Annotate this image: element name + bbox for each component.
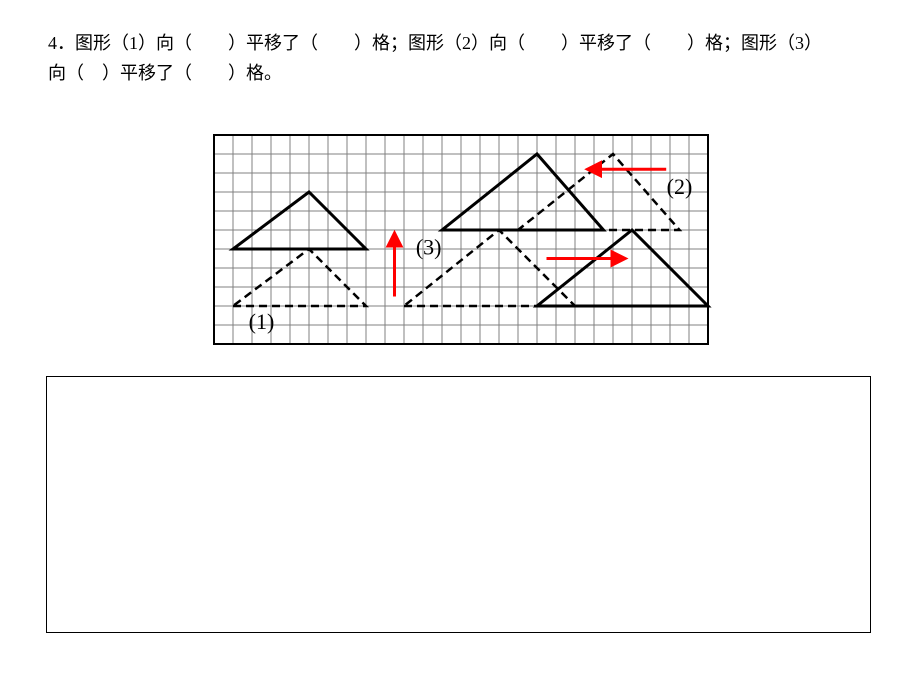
page: 4．图形（1）向（ ）平移了（ ）格；图形（2）向（ ）平移了（ ）格；图形（3… (0, 0, 920, 690)
question-text: 4．图形（1）向（ ）平移了（ ）格；图形（2）向（ ）平移了（ ）格；图形（3… (48, 28, 892, 88)
svg-text:(3): (3) (416, 235, 442, 260)
svg-text:(1): (1) (249, 309, 275, 334)
question-line1: 4．图形（1）向（ ）平移了（ ）格；图形（2）向（ ）平移了（ ）格；图形（3… (48, 33, 822, 53)
answer-box (46, 376, 871, 633)
question-line2: 向（ ）平移了（ ）格。 (48, 58, 892, 88)
svg-text:(2): (2) (667, 174, 693, 199)
diagram: (1) (2) (3) (206, 110, 716, 365)
